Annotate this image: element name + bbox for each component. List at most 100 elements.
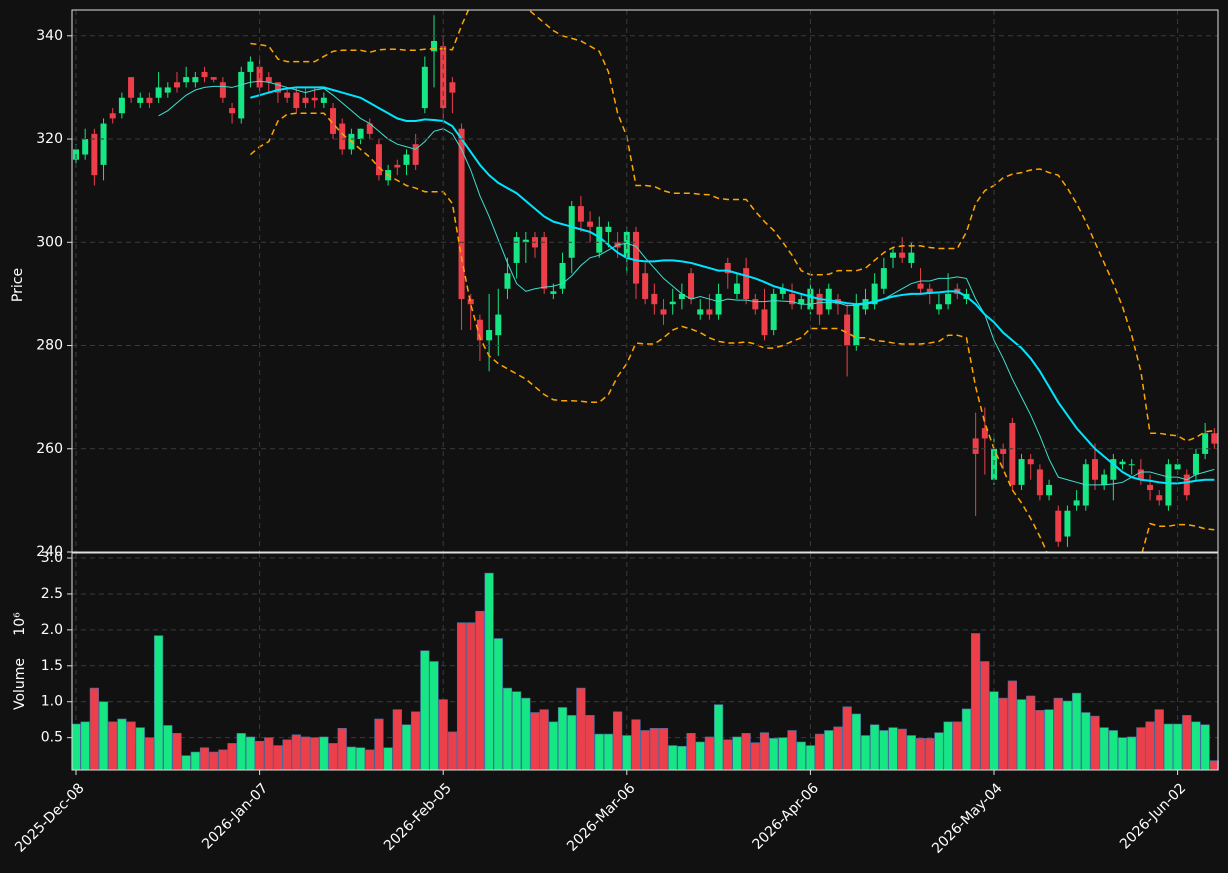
candle-body <box>715 293 722 315</box>
volume-bar <box>961 708 972 771</box>
candle-body <box>339 123 346 150</box>
volume-bar <box>1173 723 1183 771</box>
volume-bar <box>1154 709 1164 771</box>
candle-body <box>265 77 272 83</box>
volume-bar <box>493 638 503 771</box>
volume-bar <box>1182 715 1192 771</box>
volume-bar <box>1191 721 1201 771</box>
candle-body <box>724 262 731 274</box>
candle-body <box>522 239 529 243</box>
candle-body <box>1174 464 1181 470</box>
candle-body <box>1046 484 1053 496</box>
volume-bar <box>1163 723 1174 771</box>
candle-body <box>908 252 915 263</box>
volume-bar <box>1090 715 1100 771</box>
candle-body <box>844 314 851 346</box>
volume-bar <box>649 728 659 771</box>
candle-body <box>330 108 337 134</box>
candle-body <box>394 164 401 168</box>
volume-bar <box>190 751 200 771</box>
volume-bar <box>420 650 430 771</box>
axis-offset-label: 10⁶ <box>12 612 28 636</box>
candle-body <box>1202 433 1209 454</box>
candle-body <box>284 92 291 98</box>
candle-body <box>761 309 768 336</box>
volume-bar <box>1007 680 1017 771</box>
volume-bar <box>1016 699 1027 771</box>
y-tick-label: 1.5 <box>41 658 63 674</box>
volume-bar <box>1099 727 1109 771</box>
candle-body <box>1064 510 1071 537</box>
volume-bar <box>833 726 843 771</box>
volume-bar <box>80 721 90 771</box>
candle-body <box>871 283 878 305</box>
volume-bar <box>300 736 311 771</box>
volume-bar <box>842 706 852 771</box>
volume-bar <box>640 730 650 771</box>
volume-bar <box>989 691 999 771</box>
candle-body <box>1073 500 1080 506</box>
candle-body <box>476 319 483 341</box>
candle-body <box>320 97 327 103</box>
volume-bar <box>704 736 715 771</box>
candle-body <box>1009 422 1016 485</box>
candle-body <box>587 221 594 227</box>
volume-bar <box>594 733 604 771</box>
volume-bar <box>392 709 402 771</box>
candle-body <box>467 299 474 305</box>
candle-body <box>82 139 89 155</box>
volume-bar <box>374 718 384 771</box>
candle-body <box>559 262 566 289</box>
candle-body <box>357 128 364 140</box>
candle-body <box>605 226 612 232</box>
candle-body <box>100 123 107 165</box>
candle-body <box>926 288 933 294</box>
candle-body <box>568 206 575 258</box>
candle-body <box>1036 469 1043 496</box>
volume-bar <box>245 736 256 771</box>
candle-body <box>1192 453 1199 475</box>
volume-bar <box>741 733 751 771</box>
candle-body <box>733 283 740 294</box>
volume-bar <box>677 745 687 771</box>
candle-body <box>302 97 309 103</box>
y-tick-label: 280 <box>36 338 63 354</box>
candle-body <box>1110 459 1117 480</box>
volume-bar <box>218 749 228 771</box>
candle-body <box>183 77 190 83</box>
candle-body <box>311 97 318 101</box>
volume-bar <box>502 687 513 771</box>
volume-bar <box>521 697 531 771</box>
y-axis-label: Volume <box>12 658 28 710</box>
volume-bar <box>255 740 265 771</box>
volume-bar <box>796 741 806 771</box>
candle-body <box>972 438 979 454</box>
candle-body <box>137 97 144 103</box>
volume-bar <box>668 745 678 771</box>
volume-bar <box>879 730 889 771</box>
volume-bar <box>291 734 301 771</box>
volume-bar <box>613 711 623 771</box>
volume-bar <box>750 742 760 771</box>
volume-bar <box>144 737 155 771</box>
volume-bar <box>732 736 742 771</box>
volume-bar <box>1136 727 1146 771</box>
indicator-line <box>158 80 1215 486</box>
volume-bar <box>328 743 338 771</box>
candle-body <box>486 330 493 341</box>
panel-frame <box>71 552 1219 771</box>
volume-bar <box>952 721 962 771</box>
volume-bar <box>319 736 329 771</box>
candle-body <box>210 77 217 80</box>
volume-bar <box>411 711 421 771</box>
volume-bar <box>117 718 127 771</box>
volume-bar <box>429 661 439 771</box>
candle-body <box>1101 474 1108 485</box>
volume-bar <box>466 622 476 771</box>
volume-bar <box>365 749 375 771</box>
volume-bar <box>484 572 494 771</box>
indicator-line <box>249 112 1215 552</box>
volume-bar <box>980 661 990 771</box>
volume-bar <box>1053 697 1063 771</box>
